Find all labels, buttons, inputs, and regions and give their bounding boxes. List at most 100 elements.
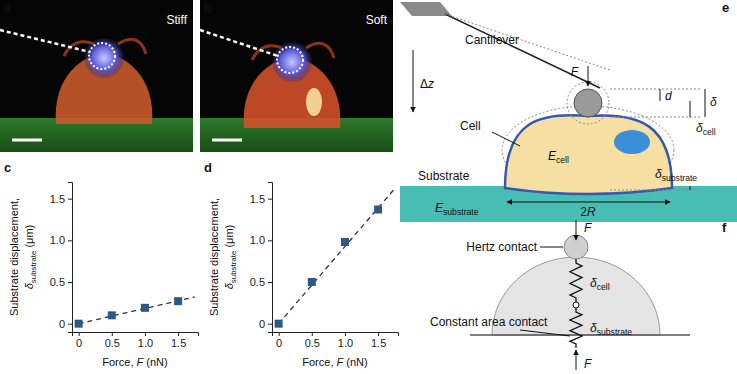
diagram-label: 2R (580, 205, 596, 219)
tick-label: 0.5 (305, 337, 320, 349)
diagram-label: Hertz contact (466, 240, 537, 254)
diagram-label-part: Substrate (418, 169, 470, 183)
x-axis-title-part: (nN) (343, 356, 367, 368)
bright-spot (306, 88, 322, 116)
guide-line (610, 89, 700, 90)
image-label: Soft (366, 13, 388, 27)
axis-line (273, 333, 399, 337)
diagram-label-part: Cell (460, 119, 481, 133)
tick-label: 0 (276, 337, 282, 349)
diagram-label-part: Hertz (466, 240, 495, 254)
diagram-label-part: δ (710, 95, 717, 109)
diagram-label-part: contact (495, 240, 538, 254)
tick: 1.0 (250, 234, 272, 246)
diagram-label: Constant area contact (430, 315, 548, 329)
tick-label: 1.0 (250, 234, 265, 246)
nucleus (272, 42, 312, 82)
bead-outline (277, 47, 303, 73)
diagram-label-part: Cantilever (465, 33, 519, 47)
tick-mark (79, 332, 80, 336)
indent-outline (567, 82, 609, 124)
diagram-label-part: F (584, 221, 592, 235)
cantilever-trace (200, 30, 278, 56)
force-arrow (576, 350, 577, 370)
data-point (75, 320, 83, 328)
tick: 0.5 (105, 332, 120, 349)
diagram-label-part: z (427, 77, 434, 91)
panel-letter: d (204, 160, 212, 175)
force-arrow (576, 220, 577, 240)
chart: 00.51.01.500.51.01.5dForce, F (nN)Substr… (204, 160, 399, 368)
panel-letter: c (4, 160, 11, 175)
x-axis-title-part: Force, (302, 356, 336, 368)
diagram-e: eCantileverFΔzdδCellEcellδcellSubstrateδ… (400, 0, 737, 222)
data-point (275, 320, 283, 328)
axis-line (268, 183, 273, 333)
panel-letter: b (204, 0, 212, 15)
diagram-label: Ecell (548, 149, 569, 165)
nucleus (84, 38, 124, 78)
diagram-label: Cell (460, 119, 481, 133)
tick-label: 1.5 (250, 193, 265, 205)
diagram-label: Cantilever (465, 33, 519, 47)
tick-label: 1.0 (338, 337, 353, 349)
diagram-label: δsubstrate (590, 321, 632, 337)
diagram-label: F (584, 357, 592, 371)
tick: 0 (76, 332, 82, 349)
spring (570, 308, 582, 348)
diagram-label: d (665, 89, 672, 103)
y-axis-title: Substrate displacement, (208, 198, 220, 316)
guide-line (610, 190, 700, 191)
bead-outline (89, 43, 115, 69)
y-axis-title-part: (μm) (23, 225, 35, 251)
tick: 0 (259, 318, 272, 330)
diagram-label: F (584, 221, 592, 235)
diagram-label-part: substrate (597, 327, 633, 337)
plot-area (75, 297, 195, 328)
tick: 1.0 (138, 332, 153, 349)
panel-letter: f (722, 220, 727, 235)
tick-label: 0.5 (105, 337, 120, 349)
diagram-label: Substrate (418, 169, 470, 183)
tick: 1.0 (338, 332, 353, 349)
data-point (174, 297, 182, 305)
spring-node (573, 302, 579, 308)
constant-leader (520, 330, 570, 336)
cell (505, 115, 672, 194)
data-point (374, 206, 382, 214)
data-point (141, 304, 149, 312)
diagram-label: δcell (590, 276, 610, 292)
tick: 1.5 (371, 332, 386, 349)
tick-mark (268, 282, 272, 283)
scale-bar (12, 139, 42, 142)
guide-line (610, 117, 700, 118)
diagram-label-part: cell (703, 127, 716, 137)
micrograph: aStiff (0, 0, 193, 152)
force-arrow (588, 66, 589, 86)
y-axis-title-part: substrate (229, 250, 238, 283)
diagram-label-part: substrate (662, 173, 698, 183)
measure-arrow (660, 89, 661, 101)
dz-arrow (413, 50, 414, 112)
tick: 0.5 (305, 332, 320, 349)
diagram-label-part: Constant area (430, 315, 506, 329)
x-axis-title: Force, F (nN) (302, 356, 367, 368)
spring (570, 259, 582, 302)
tick-label: 1.0 (50, 234, 65, 246)
scale-bar (212, 139, 242, 142)
cell-leader (492, 132, 520, 146)
tick-label: 1.5 (371, 337, 386, 349)
micrograph: b Soft (200, 0, 393, 152)
tick-label: 1.0 (138, 337, 153, 349)
axis-line (68, 183, 73, 333)
diagram-label-part: d (665, 89, 672, 103)
x-axis-title-part: Force, (102, 356, 136, 368)
tick: 1.0 (50, 234, 72, 246)
tick-mark (268, 199, 272, 200)
tick-mark (279, 332, 280, 336)
tick-mark (68, 199, 72, 200)
y-axis: 00.51.01.5 (50, 183, 73, 333)
fit-line (279, 189, 395, 324)
panel-letter: a (4, 0, 12, 15)
tick: 1.5 (250, 193, 272, 205)
